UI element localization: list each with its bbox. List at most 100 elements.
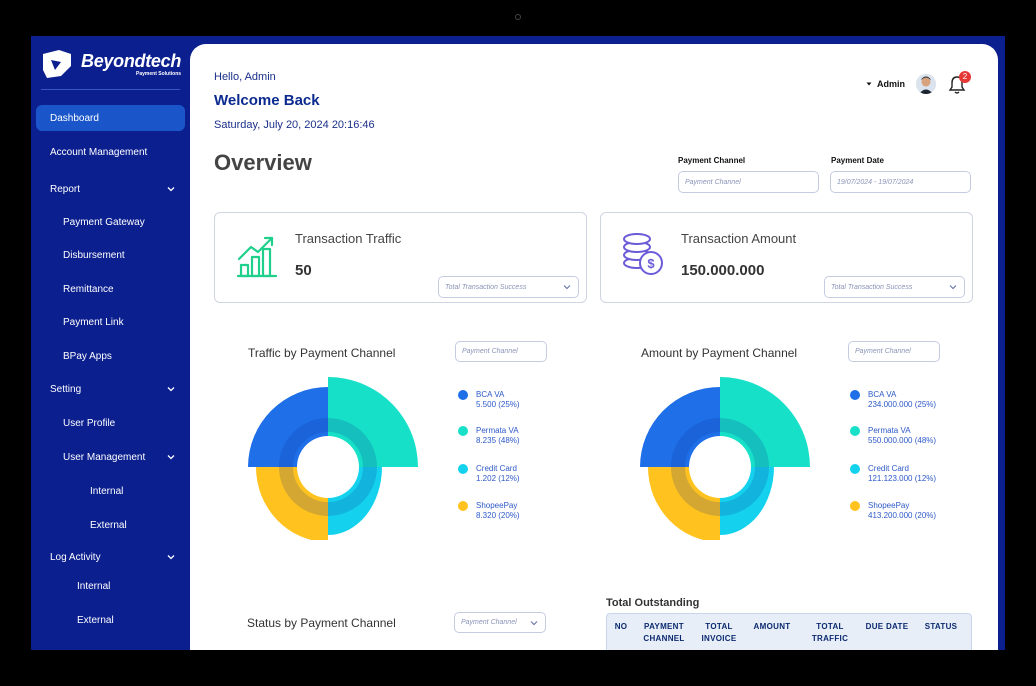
column-header[interactable]: NO — [614, 622, 628, 631]
legend-name: Credit Card — [476, 464, 517, 473]
legend-swatch — [458, 464, 468, 474]
sidebar-item-label: Report — [50, 183, 81, 195]
legend-name: Permata VA — [868, 426, 911, 435]
welcome-title: Welcome Back — [214, 92, 320, 109]
sidebar-item-log-activity[interactable]: Log Activity — [36, 544, 185, 570]
sidebar-item-label: Payment Gateway — [63, 216, 145, 228]
payment-channel-input[interactable]: Payment Channel — [678, 171, 819, 193]
legend-item-credit-card: Credit Card 1.202 (12%) — [458, 464, 520, 484]
avatar — [916, 74, 936, 94]
logo-icon — [43, 50, 71, 78]
legend-value: 8.235 (48%) — [476, 436, 520, 445]
sidebar-item-report[interactable]: Report — [36, 176, 185, 202]
outstanding-title: Total Outstanding — [606, 597, 700, 609]
select-value: Total Transaction Success — [831, 283, 913, 291]
current-datetime: Saturday, July 20, 2024 20:16:46 — [214, 119, 375, 131]
user-menu[interactable]: Admin — [866, 74, 936, 94]
outstanding-table-header: NO PAYMENT CHANNEL TOTAL INVOICE AMOUNT … — [606, 613, 972, 650]
sidebar-item-label: Payment Link — [63, 316, 124, 328]
sidebar-item-user-profile[interactable]: User Profile — [36, 410, 185, 436]
permata-segment — [720, 377, 810, 467]
traffic-chart-title: Traffic by Payment Channel — [248, 346, 396, 360]
sidebar-item-label: Internal — [77, 580, 111, 592]
payment-channel-placeholder: Payment Channel — [685, 178, 741, 186]
legend-name: ShopeePay — [476, 501, 518, 510]
legend-name: BCA VA — [476, 390, 505, 399]
sidebar-item-bpay-apps[interactable]: BPay Apps — [36, 343, 185, 369]
sidebar-item-user-management[interactable]: User Management — [36, 444, 185, 470]
chevron-down-icon — [530, 620, 538, 625]
permata-segment — [328, 377, 418, 467]
legend-value: 1.202 (12%) — [476, 474, 520, 483]
legend-swatch — [850, 464, 860, 474]
legend-item-credit-card: Credit Card 121.123.000 (12%) — [850, 464, 936, 484]
brand-logo[interactable]: Beyondtech Payment Solutions — [41, 48, 181, 80]
legend-swatch — [850, 501, 860, 511]
traffic-chart-filter[interactable]: Payment Channel — [455, 341, 547, 362]
legend-swatch — [458, 426, 468, 436]
sidebar-item-label: Disbursement — [63, 249, 125, 261]
sidebar-item-remittance[interactable]: Remittance — [36, 276, 185, 302]
legend-swatch — [850, 390, 860, 400]
payment-date-input[interactable]: 19/07/2024 - 19/07/2024 — [830, 171, 971, 193]
card-title: Transaction Amount — [681, 231, 797, 246]
sidebar-item-disbursement[interactable]: Disbursement — [36, 242, 185, 268]
legend-value: 413.200.000 (20%) — [868, 511, 937, 520]
chevron-down-icon — [167, 555, 175, 560]
column-header[interactable]: STATUS — [924, 622, 958, 631]
column-header[interactable]: PAYMENT CHANNEL — [643, 622, 685, 643]
legend-name: Permata VA — [476, 426, 519, 435]
amount-filter-select[interactable]: Total Transaction Success — [824, 276, 965, 298]
sidebar: Beyondtech Payment Solutions Dashboard A… — [31, 36, 190, 650]
column-header[interactable]: DUE DATE — [865, 622, 909, 631]
donut-hole — [689, 436, 751, 498]
select-value: Total Transaction Success — [445, 283, 527, 291]
sidebar-item-label: Log Activity — [50, 551, 101, 563]
amount-chart-filter[interactable]: Payment Channel — [848, 341, 940, 362]
payment-channel-label: Payment Channel — [678, 156, 746, 165]
sidebar-item-payment-link[interactable]: Payment Link — [36, 309, 185, 335]
legend-item-bca: BCA VA 5.500 (25%) — [458, 390, 520, 410]
chevron-down-icon — [167, 187, 175, 192]
brand-tagline: Payment Solutions — [136, 70, 182, 77]
legend-value: 5.500 (25%) — [476, 400, 520, 409]
legend-value: 234.000.000 (25%) — [868, 400, 937, 409]
sidebar-item-label: External — [77, 614, 114, 626]
sidebar-item-log-internal[interactable]: Internal — [36, 573, 185, 599]
sidebar-item-label: User Management — [63, 451, 146, 463]
transaction-amount-card: $ Transaction Amount 150.000.000 Total T… — [600, 212, 973, 303]
column-header[interactable]: TOTAL INVOICE — [701, 622, 737, 643]
status-chart-filter[interactable]: Payment Channel — [454, 612, 546, 633]
coins-icon: $ — [623, 233, 663, 275]
traffic-filter-select[interactable]: Total Transaction Success — [438, 276, 579, 298]
sidebar-item-setting[interactable]: Setting — [36, 376, 185, 402]
legend-value: 121.123.000 (12%) — [868, 474, 937, 483]
legend-item-shopeepay: ShopeePay 413.200.000 (20%) — [850, 501, 936, 521]
card-value: 150.000.000 — [681, 262, 765, 279]
column-header[interactable]: TOTAL TRAFFIC — [811, 622, 849, 643]
sidebar-item-dashboard[interactable]: Dashboard — [36, 105, 185, 131]
app-window: Beyondtech Payment Solutions Dashboard A… — [31, 36, 1005, 650]
sidebar-item-label: Dashboard — [50, 112, 99, 124]
sidebar-item-user-external[interactable]: External — [36, 512, 185, 538]
legend-swatch — [458, 501, 468, 511]
sidebar-item-label: External — [90, 519, 127, 531]
status-chart-title: Status by Payment Channel — [247, 616, 396, 630]
legend-value: 8.320 (20%) — [476, 511, 520, 520]
sidebar-item-account-management[interactable]: Account Management — [36, 139, 185, 165]
column-header[interactable]: AMOUNT — [753, 622, 791, 631]
sidebar-divider — [41, 89, 180, 90]
user-name: Admin — [877, 79, 905, 89]
filter-placeholder: Payment Channel — [462, 348, 518, 355]
sidebar-item-user-internal[interactable]: Internal — [36, 478, 185, 504]
legend-item-permata: Permata VA 550.000.000 (48%) — [850, 426, 936, 446]
camera-dot — [515, 14, 521, 20]
legend-item-shopeepay: ShopeePay 8.320 (20%) — [458, 501, 520, 521]
sidebar-item-label: Remittance — [63, 283, 114, 295]
legend-item-bca: BCA VA 234.000.000 (25%) — [850, 390, 936, 410]
transaction-traffic-card: Transaction Traffic 50 Total Transaction… — [214, 212, 587, 303]
sidebar-item-payment-gateway[interactable]: Payment Gateway — [36, 209, 185, 235]
amount-chart-title: Amount by Payment Channel — [641, 346, 798, 360]
chevron-down-icon — [167, 387, 175, 392]
sidebar-item-log-external[interactable]: External — [36, 607, 185, 633]
